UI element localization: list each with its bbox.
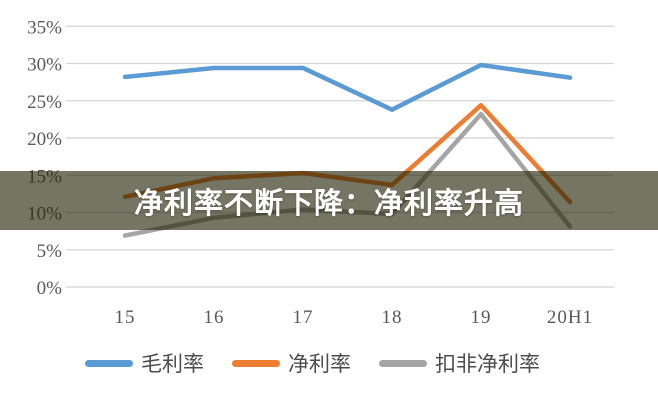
svg-text:20%: 20% [27, 129, 62, 150]
svg-text:17: 17 [293, 307, 314, 328]
gross-margin-label: 毛利率 [141, 352, 204, 376]
adjusted-net-margin-label: 扣非净利率 [435, 352, 540, 376]
svg-text:25%: 25% [27, 92, 62, 113]
svg-text:30%: 30% [27, 55, 62, 76]
adjusted-net-margin-swatch [379, 359, 427, 367]
legend-item-adjusted-net-margin: 扣非净利率 [379, 348, 540, 378]
svg-text:15: 15 [115, 307, 136, 328]
svg-text:18: 18 [382, 307, 403, 328]
net-margin-swatch [232, 359, 280, 367]
legend: 毛利率 净利率 扣非净利率 [85, 349, 540, 377]
svg-text:19: 19 [471, 307, 492, 328]
gross-margin-swatch [85, 359, 133, 367]
headline-text: 净利率不断下降：净利率升高 [133, 187, 524, 220]
svg-text:20H1: 20H1 [547, 307, 593, 328]
svg-text:0%: 0% [37, 278, 63, 299]
svg-text:16: 16 [204, 307, 225, 328]
net-margin-label: 净利率 [288, 352, 351, 376]
svg-text:35%: 35% [27, 17, 62, 38]
svg-text:5%: 5% [37, 241, 63, 262]
legend-item-net-margin: 净利率 [232, 348, 351, 378]
legend-item-gross-margin: 毛利率 [85, 348, 204, 378]
headline-banner: 净利率不断下降：净利率升高 [0, 171, 658, 230]
